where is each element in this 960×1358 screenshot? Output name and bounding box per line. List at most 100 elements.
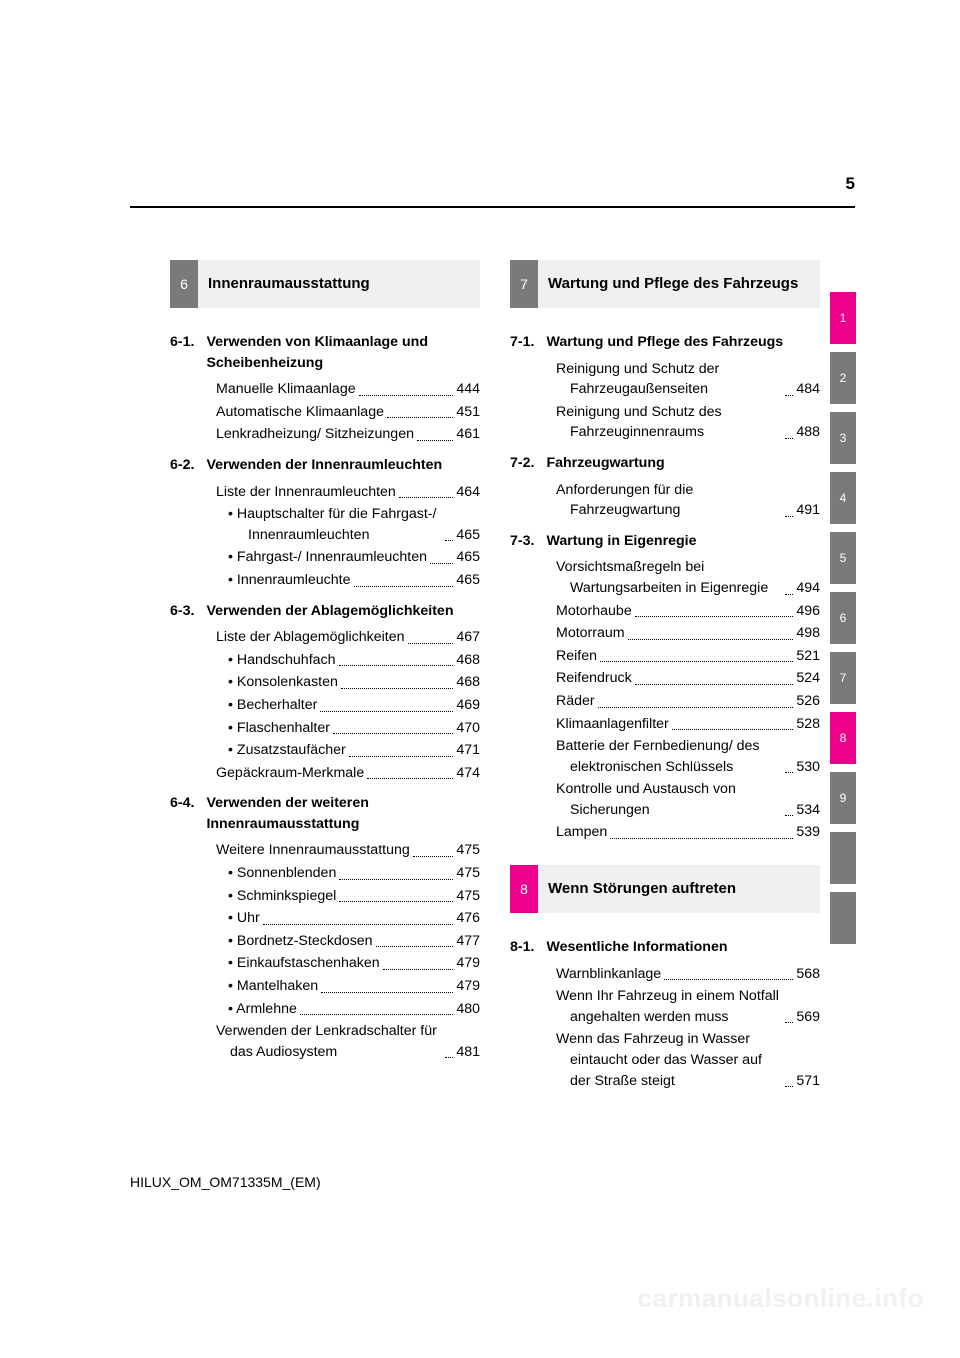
toc-leader-dots <box>785 594 793 595</box>
toc-entry: Liste der Innenraumleuchten464 <box>216 482 480 503</box>
toc-entry-label: Warnblinkanlage <box>556 964 661 985</box>
toc-entry: Reinigung und Schutz der Fahrzeugaußense… <box>556 359 820 400</box>
toc-leader-dots <box>445 1057 453 1058</box>
toc-entry-label: Batterie der Fernbedienung/ des elektron… <box>556 736 782 777</box>
toc-entry-label: Lampen <box>556 822 607 843</box>
toc-entry-page: 498 <box>796 623 820 644</box>
toc-entry-page: 528 <box>796 714 820 735</box>
toc-entry-label: Reinigung und Schutz des Fahrzeuginnenra… <box>556 402 782 443</box>
toc-entry-label: Motorraum <box>556 623 625 644</box>
toc-leader-dots <box>339 901 453 902</box>
toc-entry-label: Mantelhaken <box>228 976 318 997</box>
toc-entry-page: 484 <box>796 379 820 400</box>
toc-leader-dots <box>430 563 453 564</box>
toc-entry-page: 475 <box>456 886 480 907</box>
subsection-title: Wartung in Eigenregie <box>546 531 820 552</box>
toc-leader-dots <box>598 707 794 708</box>
toc-entry: Armlehne 480 <box>228 999 480 1020</box>
toc-entry: Weitere Innenraumausstattung475 <box>216 840 480 861</box>
toc-entry: Reinigung und Schutz des Fahrzeuginnenra… <box>556 402 820 443</box>
chapter-number: 6 <box>170 260 198 308</box>
content-area: 6Innenraumausstattung6-1.Verwenden von K… <box>170 260 830 1093</box>
toc-entry-label: Lenkradheizung/ Sitzheizungen <box>216 424 414 445</box>
toc-leader-dots <box>785 1086 793 1087</box>
side-tab[interactable]: 9 <box>830 772 856 824</box>
left-column: 6Innenraumausstattung6-1.Verwenden von K… <box>170 260 480 1093</box>
side-tab[interactable]: 7 <box>830 652 856 704</box>
toc-leader-dots <box>635 684 794 685</box>
toc-entry: Motorhaube496 <box>556 601 820 622</box>
toc-leader-dots <box>785 395 793 396</box>
toc-entry: Anforderungen für die Fahrzeugwartung491 <box>556 480 820 521</box>
toc-entry-page: 480 <box>456 999 480 1020</box>
toc-entry: Verwenden der Lenkradschalter für das Au… <box>216 1021 480 1062</box>
side-tab[interactable] <box>830 832 856 884</box>
side-tab[interactable]: 4 <box>830 472 856 524</box>
subsection-number: 7-2. <box>510 453 534 474</box>
toc-entry-label: Becherhalter <box>228 695 317 716</box>
toc-entry-label: Sonnenblenden <box>228 863 336 884</box>
toc-entry-page: 464 <box>456 482 480 503</box>
subsection-heading: 7-3.Wartung in Eigenregie <box>510 531 820 552</box>
side-tab[interactable]: 1 <box>830 292 856 344</box>
toc-leader-dots <box>610 838 793 839</box>
toc-entry: Klimaanlagenfilter528 <box>556 714 820 735</box>
chapter-header: 7Wartung und Pflege des Fahrzeugs <box>510 260 820 308</box>
toc-leader-dots <box>320 711 453 712</box>
subsection-number: 6-2. <box>170 455 194 476</box>
toc-entry-page: 469 <box>456 695 480 716</box>
toc-entry-label: Einkaufstaschenhaken <box>228 953 380 974</box>
toc-entry: Innenraumleuchte465 <box>228 570 480 591</box>
watermark: carmanualsonline.info <box>638 1283 924 1314</box>
toc-entry-label: Wenn das Fahrzeug in Wasser eintaucht od… <box>556 1029 782 1091</box>
toc-entry: Zusatzstaufächer471 <box>228 740 480 761</box>
toc-leader-dots <box>408 643 454 644</box>
page: 5 6Innenraumausstattung6-1.Verwenden von… <box>0 0 960 1358</box>
toc-entry-page: 569 <box>796 1007 820 1028</box>
right-column: 7Wartung und Pflege des Fahrzeugs7-1.War… <box>510 260 820 1093</box>
toc-leader-dots <box>300 1014 453 1015</box>
toc-entry: Lampen539 <box>556 822 820 843</box>
toc-entry: Fahrgast-/ Innenraumleuchten465 <box>228 547 480 568</box>
toc-entry-page: 451 <box>456 402 480 423</box>
subsection-heading: 6-2.Verwenden der Innenraumleuchten <box>170 455 480 476</box>
subsection-number: 6-1. <box>170 332 194 373</box>
footer-code: HILUX_OM_OM71335M_(EM) <box>130 1174 321 1190</box>
subsection-title: Wesentliche Informationen <box>546 937 820 958</box>
toc-leader-dots <box>785 516 793 517</box>
toc-leader-dots <box>600 661 793 662</box>
toc-leader-dots <box>263 924 454 925</box>
toc-entry: Flaschenhalter470 <box>228 718 480 739</box>
toc-entry-label: Räder <box>556 691 595 712</box>
toc-entry-page: 467 <box>456 627 480 648</box>
subsection-title: Wartung und Pflege des Fahrzeugs <box>546 332 820 353</box>
toc-entry-page: 571 <box>796 1071 820 1092</box>
side-tab[interactable]: 2 <box>830 352 856 404</box>
toc-leader-dots <box>417 440 453 441</box>
toc-entry: Bordnetz-Steckdosen477 <box>228 931 480 952</box>
toc-entry: Lenkradheizung/ Sitzheizungen461 <box>216 424 480 445</box>
toc-entry-label: Kontrolle und Austausch von Sicherungen <box>556 779 782 820</box>
toc-entry-page: 524 <box>796 668 820 689</box>
side-tab[interactable]: 8 <box>830 712 856 764</box>
toc-entry-label: Liste der Ablagemöglichkeiten <box>216 627 405 648</box>
toc-entry-page: 465 <box>456 570 480 591</box>
toc-entry-page: 465 <box>456 547 480 568</box>
toc-entry: Uhr476 <box>228 908 480 929</box>
side-tab[interactable]: 3 <box>830 412 856 464</box>
toc-leader-dots <box>785 438 793 439</box>
toc-entry-page: 468 <box>456 672 480 693</box>
subsection-title: Verwenden der Ablagemöglichkeiten <box>206 601 480 622</box>
toc-leader-dots <box>321 992 453 993</box>
toc-leader-dots <box>445 540 453 541</box>
toc-leader-dots <box>333 733 453 734</box>
side-tab[interactable] <box>830 892 856 944</box>
toc-entry-page: 479 <box>456 976 480 997</box>
chapter-title: Wartung und Pflege des Fahrzeugs <box>538 260 820 308</box>
toc-entry: Warnblinkanlage 568 <box>556 964 820 985</box>
side-tab[interactable]: 5 <box>830 532 856 584</box>
side-tab[interactable]: 6 <box>830 592 856 644</box>
toc-entry-page: 568 <box>796 964 820 985</box>
toc-entry-label: Armlehne <box>228 999 297 1020</box>
subsection-heading: 6-1.Verwenden von Klimaanlage und Scheib… <box>170 332 480 373</box>
